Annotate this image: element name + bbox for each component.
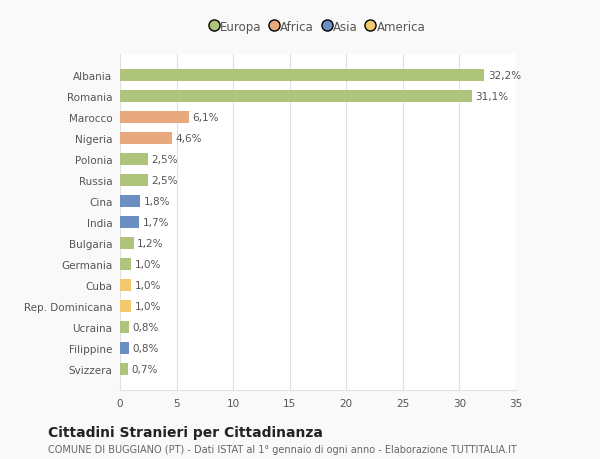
Text: 1,8%: 1,8%: [144, 197, 170, 207]
Bar: [120, 70, 484, 82]
Bar: [120, 238, 134, 249]
Text: 1,7%: 1,7%: [143, 218, 169, 228]
Bar: [120, 217, 139, 229]
Text: 1,0%: 1,0%: [135, 280, 161, 291]
Text: Cittadini Stranieri per Cittadinanza: Cittadini Stranieri per Cittadinanza: [48, 425, 323, 439]
Bar: [120, 322, 129, 333]
Text: 1,0%: 1,0%: [135, 259, 161, 269]
Legend: Europa, Africa, Asia, America: Europa, Africa, Asia, America: [207, 17, 429, 38]
Bar: [120, 342, 129, 354]
Text: 31,1%: 31,1%: [475, 92, 508, 102]
Bar: [120, 301, 131, 312]
Bar: [120, 175, 148, 186]
Bar: [120, 91, 472, 103]
Text: 2,5%: 2,5%: [152, 176, 178, 186]
Text: 0,7%: 0,7%: [131, 364, 158, 374]
Bar: [120, 154, 148, 166]
Bar: [120, 364, 128, 375]
Text: 0,8%: 0,8%: [133, 343, 159, 353]
Text: 6,1%: 6,1%: [193, 113, 219, 123]
Bar: [120, 112, 189, 123]
Bar: [120, 196, 140, 207]
Text: 1,2%: 1,2%: [137, 239, 163, 248]
Text: 2,5%: 2,5%: [152, 155, 178, 165]
Text: 4,6%: 4,6%: [175, 134, 202, 144]
Text: 32,2%: 32,2%: [488, 71, 521, 81]
Text: 1,0%: 1,0%: [135, 302, 161, 311]
Bar: [120, 133, 172, 145]
Bar: [120, 280, 131, 291]
Text: COMUNE DI BUGGIANO (PT) - Dati ISTAT al 1° gennaio di ogni anno - Elaborazione T: COMUNE DI BUGGIANO (PT) - Dati ISTAT al …: [48, 444, 517, 454]
Text: 0,8%: 0,8%: [133, 322, 159, 332]
Bar: [120, 259, 131, 270]
